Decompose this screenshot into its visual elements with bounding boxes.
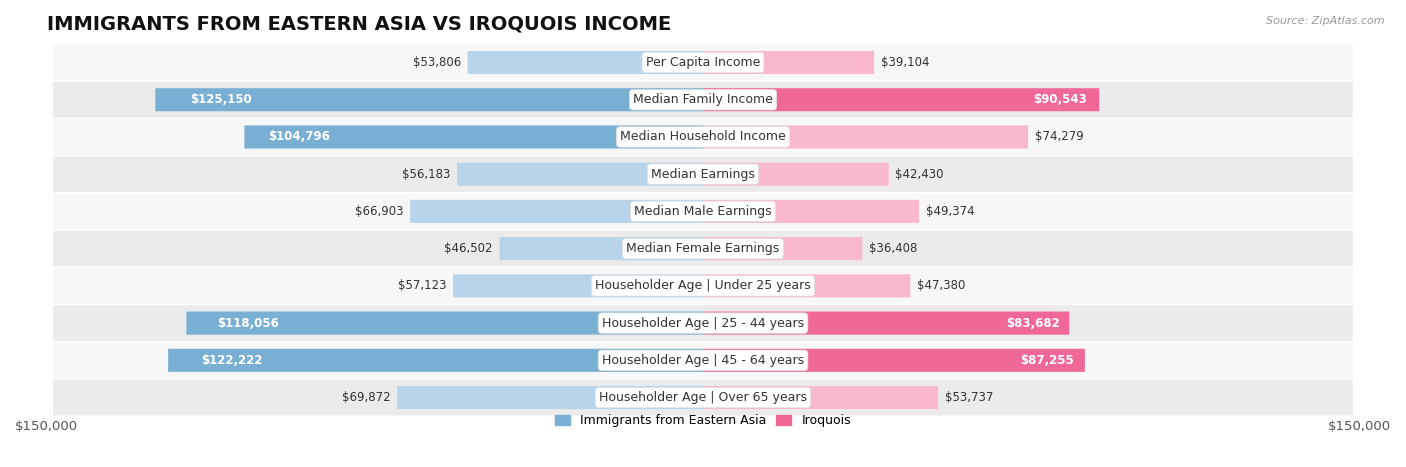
Text: Householder Age | Over 65 years: Householder Age | Over 65 years: [599, 391, 807, 404]
FancyBboxPatch shape: [703, 126, 1028, 149]
FancyBboxPatch shape: [155, 88, 703, 111]
FancyBboxPatch shape: [53, 45, 1353, 80]
FancyBboxPatch shape: [53, 119, 1353, 155]
FancyBboxPatch shape: [53, 342, 1353, 378]
Text: Median Family Income: Median Family Income: [633, 93, 773, 106]
FancyBboxPatch shape: [398, 386, 703, 409]
FancyBboxPatch shape: [53, 380, 1353, 416]
Text: Householder Age | 25 - 44 years: Householder Age | 25 - 44 years: [602, 317, 804, 330]
FancyBboxPatch shape: [245, 126, 703, 149]
Text: Per Capita Income: Per Capita Income: [645, 56, 761, 69]
Text: $39,104: $39,104: [880, 56, 929, 69]
Text: $49,374: $49,374: [925, 205, 974, 218]
Text: $47,380: $47,380: [917, 279, 966, 292]
FancyBboxPatch shape: [703, 163, 889, 186]
FancyBboxPatch shape: [457, 163, 703, 186]
Text: $56,183: $56,183: [402, 168, 450, 181]
FancyBboxPatch shape: [53, 268, 1353, 304]
FancyBboxPatch shape: [703, 274, 910, 297]
FancyBboxPatch shape: [169, 349, 703, 372]
FancyBboxPatch shape: [411, 200, 703, 223]
Text: $125,150: $125,150: [190, 93, 252, 106]
FancyBboxPatch shape: [703, 311, 1069, 335]
FancyBboxPatch shape: [453, 274, 703, 297]
FancyBboxPatch shape: [703, 200, 920, 223]
Text: $66,903: $66,903: [356, 205, 404, 218]
Text: $53,806: $53,806: [413, 56, 461, 69]
FancyBboxPatch shape: [53, 193, 1353, 229]
Text: $69,872: $69,872: [342, 391, 391, 404]
Text: Median Earnings: Median Earnings: [651, 168, 755, 181]
FancyBboxPatch shape: [703, 88, 1099, 111]
FancyBboxPatch shape: [187, 311, 703, 335]
Text: Householder Age | 45 - 64 years: Householder Age | 45 - 64 years: [602, 354, 804, 367]
Text: $90,543: $90,543: [1033, 93, 1087, 106]
FancyBboxPatch shape: [53, 305, 1353, 341]
Text: $53,737: $53,737: [945, 391, 993, 404]
Text: $57,123: $57,123: [398, 279, 447, 292]
Text: $104,796: $104,796: [269, 130, 330, 143]
Text: $118,056: $118,056: [218, 317, 280, 330]
Text: $83,682: $83,682: [1005, 317, 1060, 330]
Text: Householder Age | Under 25 years: Householder Age | Under 25 years: [595, 279, 811, 292]
FancyBboxPatch shape: [703, 386, 938, 409]
Text: Median Household Income: Median Household Income: [620, 130, 786, 143]
FancyBboxPatch shape: [468, 51, 703, 74]
Text: $87,255: $87,255: [1019, 354, 1074, 367]
Text: $46,502: $46,502: [444, 242, 494, 255]
FancyBboxPatch shape: [53, 82, 1353, 118]
FancyBboxPatch shape: [53, 231, 1353, 267]
Text: $42,430: $42,430: [896, 168, 943, 181]
Text: $122,222: $122,222: [201, 354, 263, 367]
Text: Median Female Earnings: Median Female Earnings: [627, 242, 779, 255]
Text: $36,408: $36,408: [869, 242, 917, 255]
Legend: Immigrants from Eastern Asia, Iroquois: Immigrants from Eastern Asia, Iroquois: [550, 409, 856, 432]
FancyBboxPatch shape: [53, 156, 1353, 192]
Text: IMMIGRANTS FROM EASTERN ASIA VS IROQUOIS INCOME: IMMIGRANTS FROM EASTERN ASIA VS IROQUOIS…: [46, 15, 671, 34]
FancyBboxPatch shape: [703, 349, 1085, 372]
Text: Source: ZipAtlas.com: Source: ZipAtlas.com: [1267, 16, 1385, 26]
Text: Median Male Earnings: Median Male Earnings: [634, 205, 772, 218]
FancyBboxPatch shape: [499, 237, 703, 260]
FancyBboxPatch shape: [703, 237, 862, 260]
Text: $74,279: $74,279: [1035, 130, 1084, 143]
FancyBboxPatch shape: [703, 51, 875, 74]
